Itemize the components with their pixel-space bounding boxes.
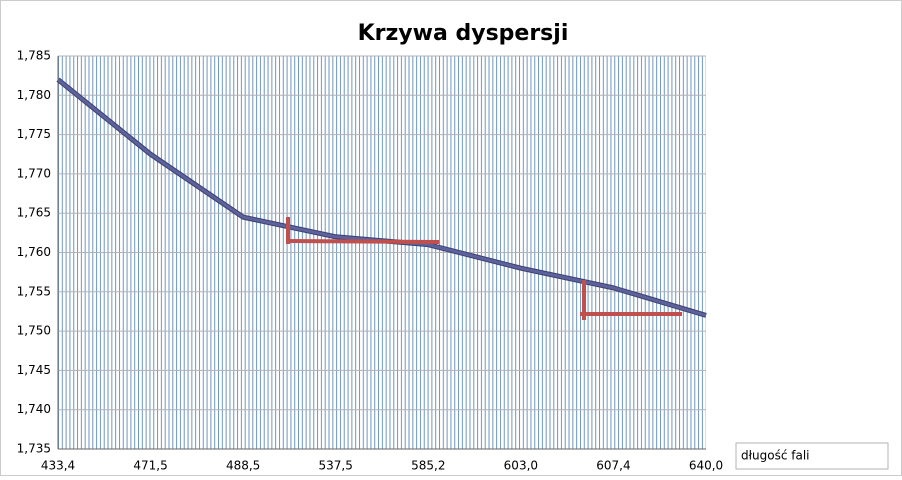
grid: [58, 55, 706, 450]
y-tick-label: 1,745: [17, 363, 51, 377]
y-tick-label: 1,785: [17, 49, 51, 63]
annotation-line: [285, 239, 440, 244]
y-tick-label: 1,760: [17, 245, 51, 259]
x-tick-label: 471,5: [133, 459, 167, 473]
y-tick-label: 1,750: [17, 324, 51, 338]
x-tick-label: 433,4: [41, 459, 75, 473]
x-tick-label: 640,0: [689, 459, 723, 473]
y-tick-label: 1,780: [17, 88, 51, 102]
chart-title: Krzywa dyspersji: [358, 21, 569, 46]
y-tick-label: 1,775: [17, 127, 51, 141]
legend: [735, 442, 889, 470]
legend-label: długość fali: [741, 449, 810, 463]
y-tick-label: 1,770: [17, 166, 51, 180]
x-tick-label: 607,4: [596, 459, 630, 473]
x-tick-label: 603,0: [504, 459, 538, 473]
y-tick-label: 1,755: [17, 284, 51, 298]
x-tick-label: 488,5: [226, 459, 260, 473]
x-tick-label: 537,5: [319, 459, 353, 473]
annotation: [285, 217, 682, 320]
y-tick-label: 1,740: [17, 402, 51, 416]
y-tick-label: 1,765: [17, 206, 51, 220]
y-tick-label: 1,735: [17, 442, 51, 456]
x-tick-label: 585,2: [411, 459, 445, 473]
